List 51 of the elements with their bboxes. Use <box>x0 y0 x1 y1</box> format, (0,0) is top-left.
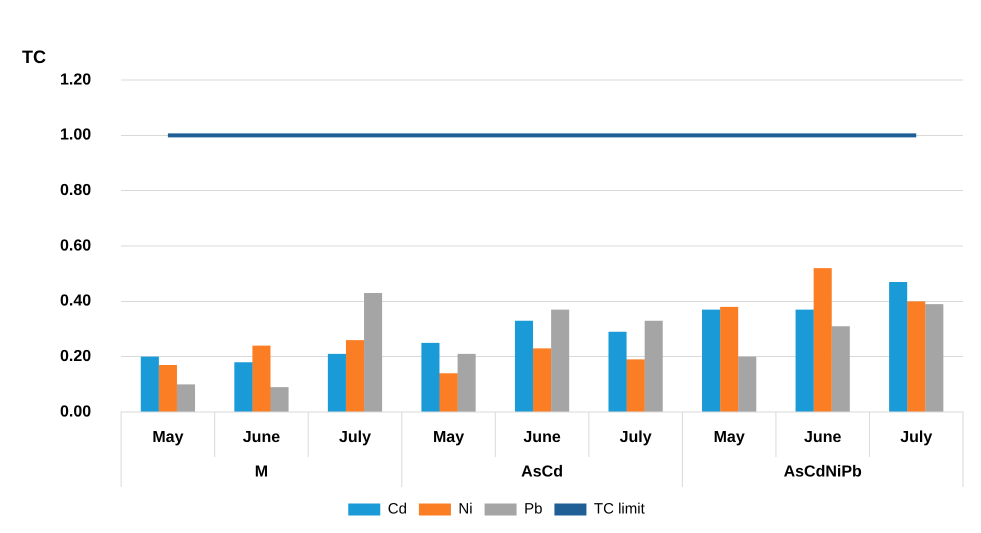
y-tick-label: 1.00 <box>60 126 92 144</box>
legend-label: Cd <box>388 500 407 518</box>
bar <box>252 346 270 412</box>
legend-label: TC limit <box>594 500 646 518</box>
text: AsCd <box>521 463 563 480</box>
bar <box>889 282 908 412</box>
x-tick-label: May <box>714 429 745 446</box>
legend-label: Pb <box>524 500 542 518</box>
x-tick-label: May <box>432 429 464 446</box>
bar <box>626 359 645 412</box>
bar <box>551 310 570 412</box>
bar <box>176 384 196 412</box>
x-tick-label: May <box>152 429 184 446</box>
x-tick-label: July <box>900 429 932 446</box>
x-tick-label: June <box>523 429 561 446</box>
y-tick-label: 0.60 <box>60 237 92 254</box>
bar <box>925 304 944 412</box>
bar <box>328 354 346 412</box>
bar <box>644 320 663 412</box>
y-tick-label: 0.40 <box>60 292 92 310</box>
bar <box>270 387 289 412</box>
y-tick-label: 0.80 <box>60 182 92 200</box>
bar <box>738 356 756 412</box>
bar <box>832 326 850 412</box>
y-tick-label: 0.00 <box>60 403 92 420</box>
bar <box>234 362 252 412</box>
y-tick-label: 1.20 <box>60 71 92 88</box>
bar <box>702 310 720 412</box>
text: AsCdNiPb <box>784 463 862 480</box>
bar <box>907 301 926 412</box>
bar <box>158 364 177 412</box>
y-axis-title: TC <box>22 46 46 67</box>
bar <box>458 354 476 412</box>
bar <box>533 348 552 412</box>
x-tick-label: June <box>804 429 842 446</box>
bar <box>720 306 738 412</box>
bar <box>439 373 458 412</box>
legend-label: Ni <box>458 500 473 518</box>
x-tick-label: July <box>620 429 652 446</box>
x-tick-label: July <box>338 429 372 446</box>
bar <box>421 342 440 412</box>
bar <box>364 293 382 412</box>
bar <box>346 340 364 412</box>
bar <box>814 268 832 412</box>
bar <box>608 332 627 412</box>
bar <box>140 356 159 412</box>
bar <box>796 310 814 412</box>
text: M <box>254 463 268 480</box>
bar <box>514 320 534 412</box>
y-tick-label: 0.20 <box>60 348 92 366</box>
x-tick-label: June <box>242 429 280 446</box>
